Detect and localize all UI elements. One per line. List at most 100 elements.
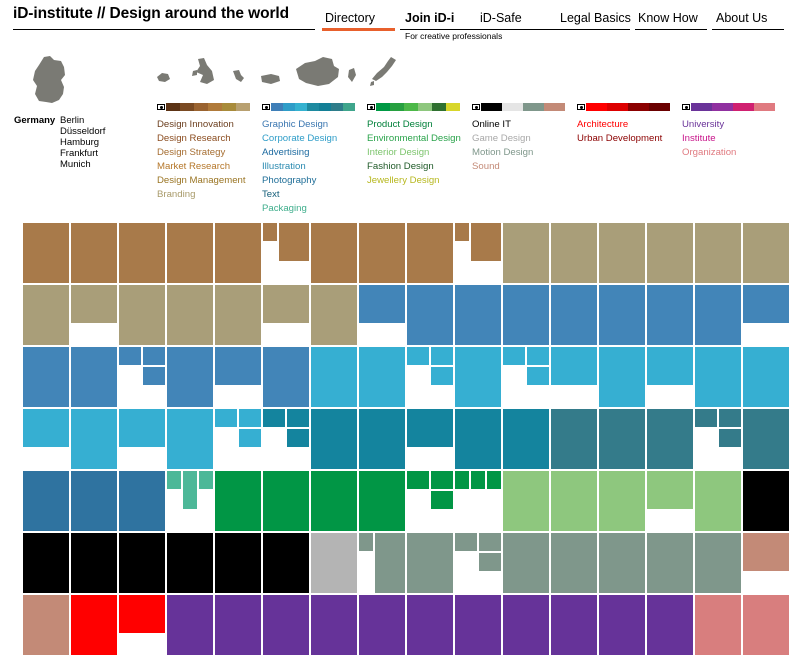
directory-tile[interactable] — [22, 346, 70, 408]
directory-tile[interactable] — [262, 284, 310, 324]
directory-tile[interactable] — [598, 594, 646, 656]
directory-tile[interactable] — [262, 470, 310, 532]
legend-swatch[interactable] — [544, 103, 565, 111]
select-all-radio-icon[interactable] — [577, 104, 585, 110]
legend-swatch[interactable] — [166, 103, 180, 111]
directory-tile[interactable] — [310, 284, 358, 346]
legend-category-link[interactable]: Organization — [682, 147, 737, 158]
legend-category-link[interactable]: Sound — [472, 161, 500, 172]
legend-swatch[interactable] — [295, 103, 307, 111]
directory-tile[interactable] — [214, 222, 262, 284]
directory-tile[interactable] — [142, 346, 166, 366]
directory-tile[interactable] — [406, 284, 454, 346]
directory-tile[interactable] — [598, 346, 646, 408]
legend-category-link[interactable]: Institute — [682, 133, 716, 144]
directory-tile[interactable] — [262, 346, 310, 408]
legend-category-link[interactable]: Architecture — [577, 119, 629, 130]
directory-tile[interactable] — [742, 284, 790, 324]
legend-category-link[interactable]: Design Strategy — [157, 147, 226, 158]
directory-tile[interactable] — [406, 470, 430, 490]
directory-tile[interactable] — [406, 594, 454, 656]
directory-tile[interactable] — [694, 594, 742, 656]
directory-tile[interactable] — [310, 594, 358, 656]
legend-swatch[interactable] — [712, 103, 733, 111]
city-item[interactable]: Frankfurt — [60, 148, 99, 159]
directory-tile[interactable] — [598, 532, 646, 594]
legend-category-link[interactable]: Design Research — [157, 133, 231, 144]
directory-tile[interactable] — [406, 222, 454, 284]
legend-category-link[interactable]: Text — [262, 189, 280, 200]
directory-tile[interactable] — [486, 470, 502, 490]
italy-map-icon[interactable] — [233, 70, 244, 82]
legend-swatch[interactable] — [222, 103, 236, 111]
directory-tile[interactable] — [598, 284, 646, 346]
china-map-icon[interactable] — [296, 57, 339, 86]
directory-tile[interactable] — [646, 346, 694, 386]
directory-tile[interactable] — [550, 408, 598, 470]
directory-tile[interactable] — [526, 346, 550, 366]
directory-tile[interactable] — [550, 532, 598, 594]
directory-tile[interactable] — [550, 284, 598, 346]
united-kingdom-map-icon[interactable] — [192, 58, 214, 84]
directory-tile[interactable] — [430, 470, 454, 490]
legend-swatch[interactable] — [376, 103, 390, 111]
directory-tile[interactable] — [310, 532, 358, 594]
city-item[interactable]: Düsseldorf — [60, 126, 106, 137]
legend-swatch[interactable] — [607, 103, 628, 111]
select-all-radio-icon[interactable] — [262, 104, 270, 110]
legend-swatch[interactable] — [404, 103, 418, 111]
directory-tile[interactable] — [550, 222, 598, 284]
directory-tile[interactable] — [718, 428, 742, 448]
legend-swatch[interactable] — [502, 103, 523, 111]
directory-tile[interactable] — [742, 470, 790, 532]
legend-swatch[interactable] — [283, 103, 295, 111]
legend-swatch[interactable] — [586, 103, 607, 111]
directory-tile[interactable] — [198, 470, 214, 490]
directory-tile[interactable] — [598, 222, 646, 284]
legend-category-link[interactable]: Illustration — [262, 161, 306, 172]
directory-tile[interactable] — [430, 490, 454, 510]
directory-tile[interactable] — [214, 408, 238, 428]
legend-category-link[interactable]: Fashion Design — [367, 161, 434, 172]
directory-tile[interactable] — [310, 470, 358, 532]
directory-tile[interactable] — [214, 284, 262, 346]
directory-tile[interactable] — [646, 532, 694, 594]
legend-swatch[interactable] — [481, 103, 502, 111]
country-label[interactable]: Germany — [14, 115, 56, 126]
directory-tile[interactable] — [454, 284, 502, 346]
directory-tile[interactable] — [118, 284, 166, 346]
directory-tile[interactable] — [70, 470, 118, 532]
legend-swatch[interactable] — [390, 103, 404, 111]
taiwan-map-icon[interactable] — [348, 68, 356, 82]
directory-tile[interactable] — [406, 532, 454, 594]
directory-tile[interactable] — [454, 222, 470, 242]
directory-tile[interactable] — [742, 222, 790, 284]
directory-tile[interactable] — [166, 284, 214, 346]
legend-swatch[interactable] — [307, 103, 319, 111]
directory-tile[interactable] — [430, 346, 454, 366]
directory-tile[interactable] — [238, 408, 262, 428]
directory-tile[interactable] — [118, 594, 166, 634]
legend-swatch[interactable] — [432, 103, 446, 111]
directory-tile[interactable] — [502, 222, 550, 284]
select-all-radio-icon[interactable] — [682, 104, 690, 110]
nav-join-idi[interactable]: Join iD-i — [405, 11, 455, 25]
nav-legal-basics[interactable]: Legal Basics — [560, 11, 631, 25]
directory-tile[interactable] — [694, 470, 742, 532]
nav-id-safe[interactable]: iD-Safe — [480, 11, 522, 25]
directory-tile[interactable] — [454, 532, 478, 552]
legend-swatch[interactable] — [628, 103, 649, 111]
directory-tile[interactable] — [278, 222, 310, 262]
directory-tile[interactable] — [22, 222, 70, 284]
nav-about-us[interactable]: About Us — [716, 11, 768, 25]
directory-tile[interactable] — [310, 222, 358, 284]
directory-tile[interactable] — [374, 532, 406, 594]
directory-tile[interactable] — [238, 428, 262, 448]
directory-tile[interactable] — [166, 346, 214, 408]
directory-tile[interactable] — [70, 284, 118, 324]
directory-tile[interactable] — [478, 552, 502, 572]
directory-tile[interactable] — [70, 594, 118, 656]
directory-tile[interactable] — [526, 366, 550, 386]
directory-tile[interactable] — [118, 532, 166, 594]
legend-category-link[interactable]: Market Research — [157, 161, 231, 172]
